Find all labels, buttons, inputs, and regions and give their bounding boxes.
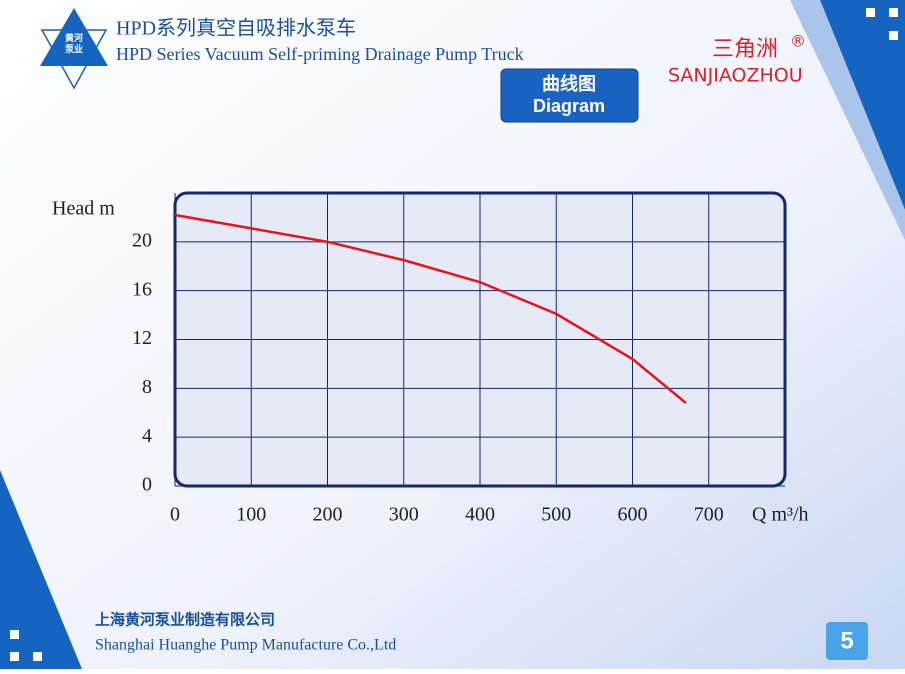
y-tick-label: 20 (132, 229, 152, 251)
series-line (174, 213, 687, 404)
deco (866, 8, 875, 17)
badge-en: Diagram (533, 96, 605, 116)
title-en: HPD Series Vacuum Self-priming Drainage … (116, 44, 524, 64)
logo-text: 泵业 (65, 43, 83, 54)
x-tick-label: 0 (170, 504, 180, 526)
y-tick-label: 16 (132, 278, 152, 300)
x-tick-label: 100 (236, 504, 266, 526)
page-number: 5 (840, 627, 853, 654)
plot-frame (173, 191, 787, 488)
deco (889, 8, 898, 17)
deco (10, 630, 19, 639)
y-tick-label: 0 (142, 474, 152, 496)
brand-cn: 三角洲 (712, 37, 778, 62)
corner-band (790, 0, 905, 240)
x-tick-label: 500 (541, 504, 571, 526)
y-axis-label: Head m (52, 198, 115, 220)
x-tick-label: 700 (694, 504, 724, 526)
title-cn: HPD系列真空自吸排水泵车 (116, 17, 356, 40)
company-en: Shanghai Huanghe Pump Manufacture Co.,Lt… (95, 637, 396, 654)
y-tick-label: 8 (142, 376, 152, 398)
deco (889, 31, 898, 40)
brand-en: SANJIAOZHOU (668, 65, 803, 87)
x-axis-label: Q m³/h (752, 504, 809, 526)
deco (33, 652, 42, 661)
logo (40, 8, 108, 66)
x-tick-label: 300 (389, 504, 419, 526)
badge (500, 68, 639, 123)
corner-band (0, 470, 82, 669)
brand-mark: ® (790, 32, 806, 51)
x-tick-label: 200 (313, 504, 343, 526)
y-tick-label: 12 (132, 327, 152, 349)
logo-text: 黄河 (65, 32, 83, 43)
company-cn: 上海黄河泵业制造有限公司 (95, 611, 275, 629)
y-tick-label: 4 (142, 425, 152, 447)
page-badge (826, 622, 868, 660)
x-tick-label: 400 (465, 504, 495, 526)
x-tick-label: 600 (618, 504, 648, 526)
deco (10, 652, 19, 661)
badge-cn: 曲线图 (542, 73, 596, 95)
